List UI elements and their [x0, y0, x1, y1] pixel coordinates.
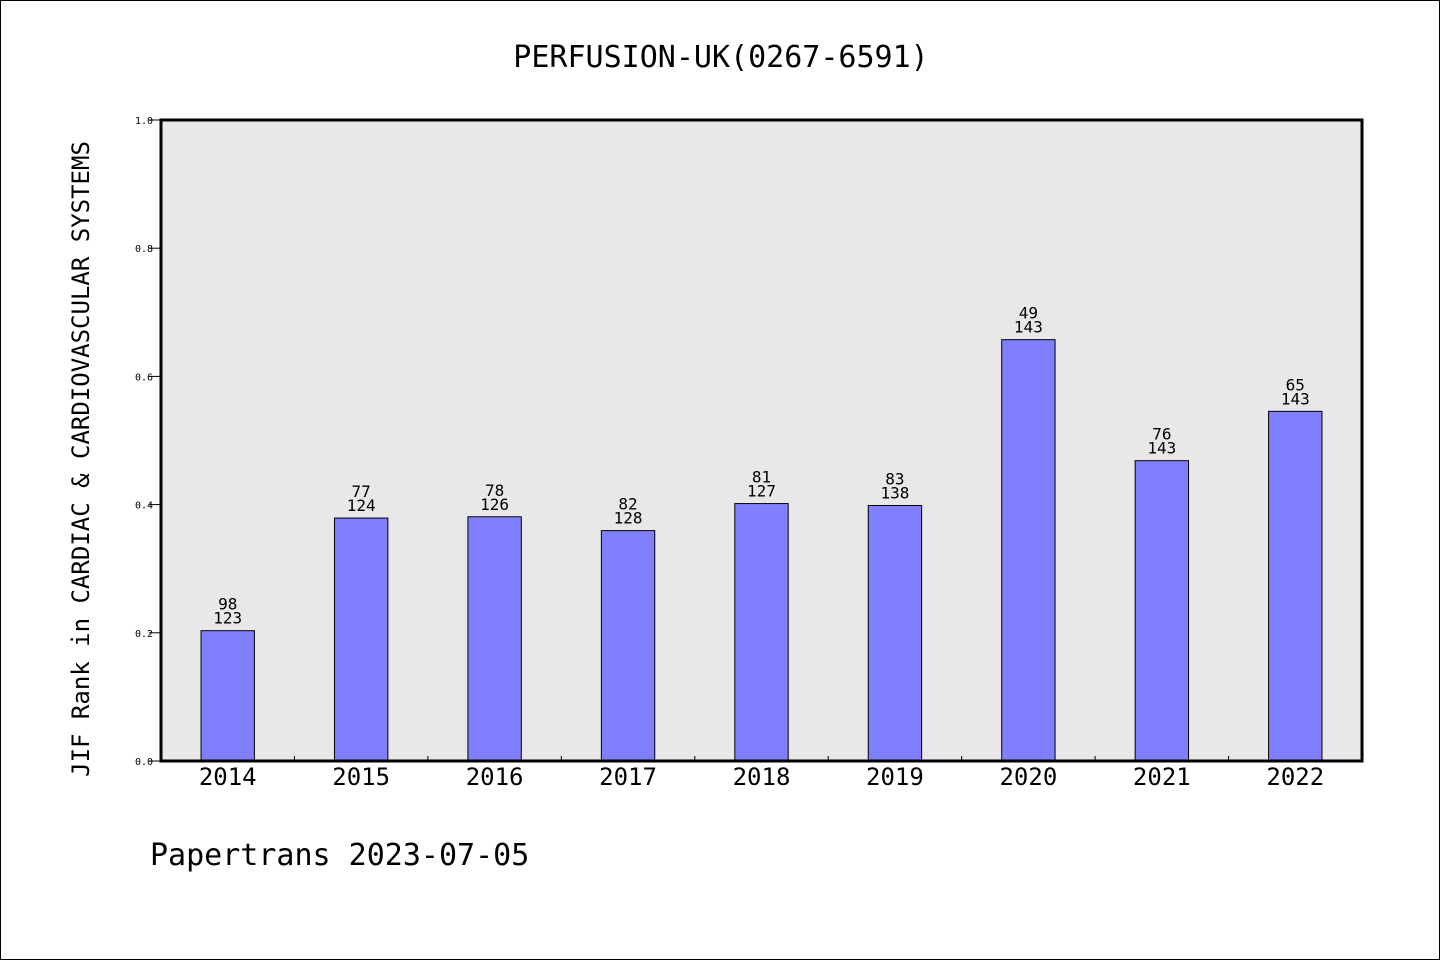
x-tick-label: 2018	[733, 763, 791, 791]
bar-total-label: 138	[880, 483, 909, 502]
chart-title: PERFUSION-UK(0267-6591)	[513, 40, 928, 75]
y-tick-label: 0.4	[135, 501, 153, 512]
y-axis: 0.0 0.2 0.4 0.6 0.8 1.0	[135, 116, 161, 768]
bar-rank-label: 98	[218, 595, 237, 614]
bar-total-label: 126	[480, 495, 509, 514]
y-tick-label: 0.8	[135, 244, 153, 255]
x-tick-label: 2017	[599, 763, 657, 791]
bar-rank-label: 83	[885, 469, 904, 488]
bar-total-label: 143	[1014, 318, 1043, 337]
bar-2022	[1268, 410, 1323, 762]
y-tick-label: 1.0	[135, 116, 153, 127]
bar-rank-label: 78	[485, 481, 504, 500]
bar-2014	[200, 630, 255, 762]
bar-rank-label: 65	[1286, 375, 1305, 394]
bar-2018	[734, 503, 789, 762]
bar-2017	[600, 530, 656, 762]
x-axis: 2014 2015 2016 2017 2018 2019 2020 2021 2022	[199, 756, 1324, 791]
x-tick-label: 2016	[466, 763, 524, 791]
bar-2020	[1001, 339, 1056, 762]
bar-total-label: 128	[614, 509, 643, 528]
bar-2019	[867, 504, 923, 762]
footer-text: Papertrans 2023-07-05	[150, 838, 529, 873]
bar-total-label: 124	[347, 496, 376, 515]
y-axis-label: JIF Rank in CARDIAC & CARDIOVASCULAR SYS…	[67, 141, 95, 777]
y-tick-label: 0.6	[135, 372, 153, 383]
bar-total-label: 127	[747, 482, 776, 501]
bar-rank-label: 81	[752, 468, 771, 487]
x-tick-label: 2020	[999, 763, 1057, 791]
x-tick-label: 2021	[1133, 763, 1191, 791]
bar-2021	[1134, 460, 1190, 762]
bar-total-label: 123	[213, 609, 242, 628]
bar-rank-label: 49	[1019, 304, 1038, 323]
bar-total-label: 143	[1281, 389, 1310, 408]
bar-rank-label: 77	[352, 482, 371, 501]
x-tick-label: 2015	[332, 763, 390, 791]
y-tick-label: 0.2	[135, 629, 153, 640]
bar-rank-label: 76	[1152, 425, 1171, 444]
bar-rank-label: 82	[618, 495, 637, 514]
x-tick-label: 2022	[1266, 763, 1324, 791]
bar-total-label: 143	[1147, 439, 1176, 458]
y-tick-label: 0.0	[135, 757, 153, 768]
bar-2015	[333, 517, 389, 762]
bar-2016	[467, 516, 522, 762]
x-tick-label: 2019	[866, 763, 924, 791]
x-tick-label: 2014	[199, 763, 257, 791]
plot-border	[159, 118, 1364, 763]
